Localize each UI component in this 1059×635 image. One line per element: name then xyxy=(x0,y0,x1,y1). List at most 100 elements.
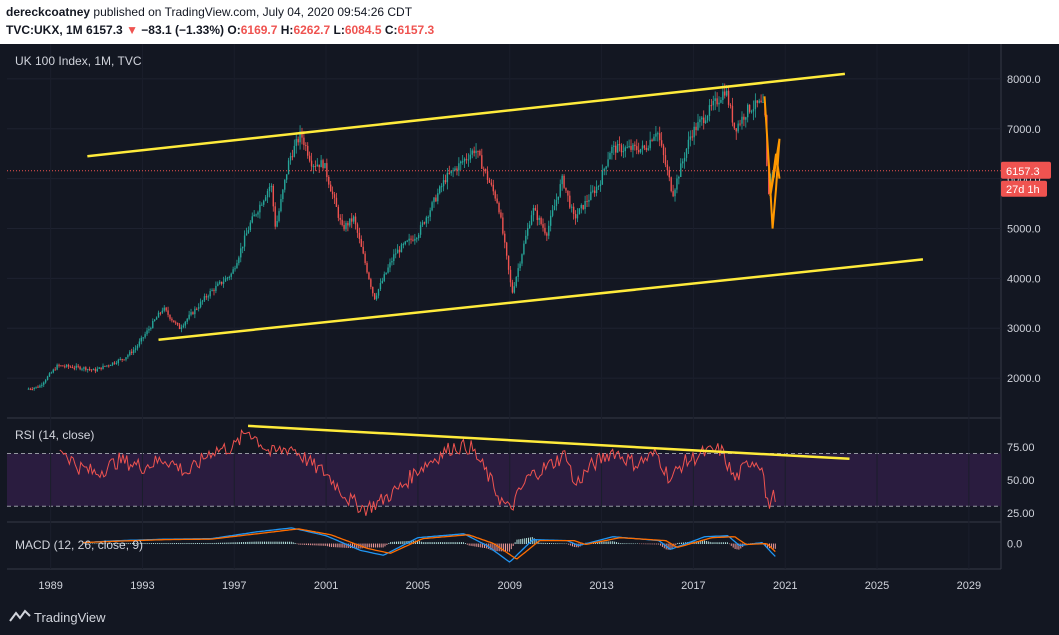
candle-body xyxy=(335,197,338,207)
candle-body xyxy=(54,369,56,371)
candle-body xyxy=(224,278,227,282)
candle-body xyxy=(400,244,403,253)
tradingview-logo-icon[interactable] xyxy=(9,608,31,624)
candle-body xyxy=(590,191,592,200)
candle-body xyxy=(620,145,623,153)
candle-body xyxy=(477,150,479,152)
candle-body xyxy=(289,156,292,161)
candle-body xyxy=(699,119,701,123)
candle-body xyxy=(423,222,426,224)
candle-body xyxy=(716,98,718,105)
candle-body xyxy=(205,296,208,298)
candle-body xyxy=(494,191,496,199)
candle-body xyxy=(607,159,609,167)
candle-body xyxy=(509,269,512,283)
candle-body xyxy=(102,365,104,370)
candle-body xyxy=(65,364,68,367)
time-axis-ticks: 1989 1993 1997 2001 2005 2009 2013 2017 2021 2025… xyxy=(38,580,981,592)
candle-body xyxy=(750,111,753,113)
candle-body xyxy=(484,169,487,172)
candle-body xyxy=(704,120,707,123)
candle-body xyxy=(368,272,370,280)
candle-body xyxy=(454,168,456,171)
candle-body xyxy=(595,186,598,194)
candle-body xyxy=(364,253,366,264)
candle-body xyxy=(632,144,634,150)
channel-trendlines[interactable] xyxy=(87,72,924,341)
candle-body xyxy=(500,212,502,218)
candle-body xyxy=(39,385,41,388)
candle-body xyxy=(96,368,98,372)
candle-body xyxy=(628,146,630,148)
candle-body xyxy=(685,148,688,158)
candle-body xyxy=(43,382,45,385)
candle-body xyxy=(328,176,330,185)
candle-body xyxy=(498,202,500,213)
candle-body xyxy=(486,171,489,180)
candle-body xyxy=(708,105,711,116)
rsi-trendline[interactable] xyxy=(247,424,850,461)
candle-body xyxy=(530,215,533,225)
candle-body xyxy=(416,238,418,240)
candle-body xyxy=(747,104,749,118)
candle-body xyxy=(525,235,527,244)
candle-body xyxy=(647,148,649,150)
candle-body xyxy=(680,163,682,178)
candle-body xyxy=(234,268,236,270)
candle-body xyxy=(100,367,102,370)
price-tick-label: 3000.0 xyxy=(1007,323,1041,335)
candle-body xyxy=(370,279,372,287)
chart-background xyxy=(0,44,1059,598)
candle-body xyxy=(381,280,384,284)
candle-body xyxy=(521,254,523,264)
candle-body xyxy=(127,355,129,358)
candle-body xyxy=(391,261,393,263)
candle-body xyxy=(762,101,764,103)
candle-body xyxy=(372,286,374,294)
chart-area[interactable]: UK 100 Index, 1M, TVC RSI (14, close) MA… xyxy=(0,44,1059,598)
candle-body xyxy=(263,200,265,205)
candle-body xyxy=(287,160,290,175)
forecast-path[interactable] xyxy=(763,96,781,229)
candle-body xyxy=(389,262,391,268)
candle-body xyxy=(326,163,328,177)
candle-body xyxy=(291,156,294,158)
candle-body xyxy=(448,172,450,174)
candle-body xyxy=(222,281,225,284)
candle-body xyxy=(71,366,74,368)
candle-body xyxy=(622,151,625,153)
candle-body xyxy=(360,238,362,247)
open-label: O: xyxy=(227,23,241,37)
candle-body xyxy=(523,243,525,255)
candle-body xyxy=(515,276,517,287)
candle-body xyxy=(586,200,588,202)
candle-body xyxy=(760,100,762,103)
candle-body xyxy=(481,155,483,169)
candle-body xyxy=(507,255,510,270)
candle-body xyxy=(676,178,678,190)
candle-body xyxy=(701,117,703,120)
candle-body xyxy=(404,241,406,245)
candle-body xyxy=(343,225,345,230)
author-name[interactable]: dereckcoatney xyxy=(6,5,91,19)
candle-body xyxy=(737,123,739,132)
candle-body xyxy=(725,90,728,96)
candle-body xyxy=(211,290,213,292)
candle-body xyxy=(274,206,276,227)
candle-body xyxy=(163,307,165,311)
time-tick-label: 2005 xyxy=(406,580,430,592)
countdown-tag: 27d 1h xyxy=(1001,180,1047,197)
candle-body xyxy=(678,177,680,179)
candle-body xyxy=(219,281,221,284)
candle-body xyxy=(768,166,770,195)
candle-body xyxy=(603,168,605,171)
brand-name[interactable]: TradingView xyxy=(34,610,106,625)
candle-body xyxy=(134,348,137,350)
candle-body xyxy=(452,170,454,172)
candle-body xyxy=(496,198,498,203)
price-tick-label: 8000.0 xyxy=(1007,74,1041,86)
candle-body xyxy=(295,139,297,146)
symbol-label: TVC:UKX, 1M xyxy=(6,23,83,37)
candle-body xyxy=(131,351,133,353)
candle-body xyxy=(312,166,315,168)
